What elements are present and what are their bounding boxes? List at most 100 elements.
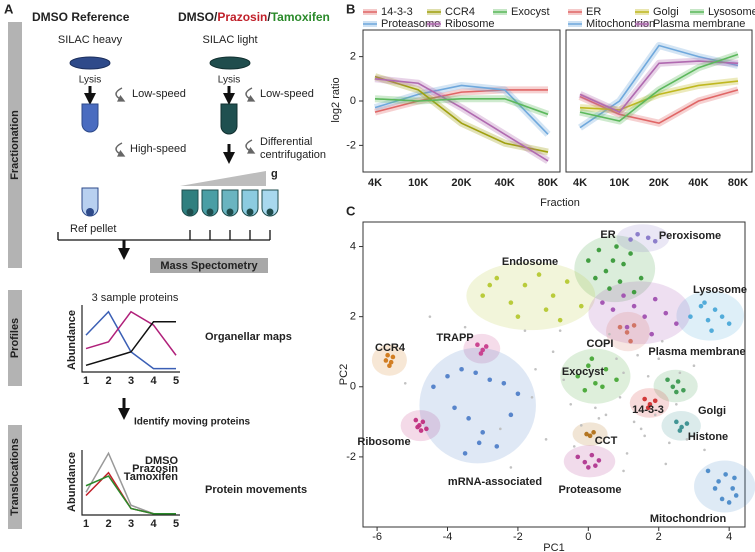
background-point [562,378,565,382]
series-line [374,89,548,113]
point [600,384,605,390]
point [452,405,457,411]
point [586,465,591,470]
background-point [534,367,537,371]
x-tick-label: 4 [150,518,157,530]
point [600,300,605,305]
x-tick-label: 10K [408,177,428,189]
legend-label: DMSO [145,455,178,467]
cluster-label: Peroxisome [659,230,721,242]
section-bar [8,22,22,268]
legend-label: 14-3-3 [381,6,413,18]
point [677,428,683,433]
title-part: Tamoxifen [271,10,330,24]
density-halo [419,347,536,464]
panel-label: A [4,1,14,16]
series-line [374,78,549,162]
background-point [653,413,657,417]
x-tick-label: 40K [688,177,708,189]
x-tick-label: 3 [128,518,134,530]
tube [241,189,259,217]
chart-title: 3 sample proteins [92,292,179,304]
point [674,389,679,395]
cluster-label: Exocyst [562,366,605,378]
dish [209,56,251,70]
point [716,479,721,484]
pellet [246,208,254,216]
point [586,258,591,263]
step-label: Protein movements [205,484,307,496]
density-halo [574,235,656,303]
point [487,377,493,383]
x-tick-label: 80K [538,177,558,189]
point [614,377,619,383]
point [730,486,735,491]
x-tick-label: 5 [173,518,179,530]
reference-title: DMSO Reference [32,10,130,24]
step-label: Identify moving proteins [134,417,251,428]
point [413,417,419,423]
x-axis-label: Fraction [540,197,580,209]
plot-frame [362,221,746,528]
series-line [374,75,549,153]
point [586,363,591,369]
legend-label: Prazosin [132,463,178,475]
section-bar [8,425,22,529]
point [445,373,450,379]
y-tick-label: 4 [350,240,356,252]
point [628,251,633,256]
x-tick-label: 20K [649,177,669,189]
title-part: Prazosin [217,10,267,24]
background-point [604,413,608,417]
spin-label: Differential [260,136,312,148]
series-line [85,321,176,367]
point [635,231,640,237]
x-tick-label: 3 [128,375,134,387]
point [674,419,679,425]
background-point [499,427,502,431]
x-tick-label: 2 [105,375,111,387]
point [578,303,584,309]
series-line [579,53,739,122]
point [483,344,489,349]
point [712,486,718,491]
background-point [463,325,467,329]
y-axis-label: Abundance [66,452,78,512]
cluster-label: 14-3-3 [632,404,664,416]
point [647,401,653,407]
background-point [646,374,650,378]
x-tick-label: -6 [372,531,382,543]
point [681,387,686,393]
point [501,380,507,386]
point [494,275,500,281]
point [624,330,630,335]
cluster-label: COPI [587,338,614,350]
point [631,303,637,309]
background-point [579,424,583,427]
point [575,454,581,460]
point [536,272,542,277]
point [617,324,623,330]
tube [81,187,99,217]
point [387,363,392,369]
background-point [509,466,513,469]
background-point [572,445,576,448]
background-point [569,402,573,406]
x-tick-label: 0 [585,531,591,543]
tube [221,189,239,217]
panel-label: B [346,1,355,16]
point [652,296,658,302]
point [628,338,633,344]
background-point [660,339,664,343]
point [642,396,647,402]
x-axis-label: PC1 [543,542,564,552]
x-tick-label: 4K [573,177,587,189]
point [480,347,486,353]
legend-label: Mitochondrion [586,18,655,30]
x-tick-label: 1 [83,518,89,530]
title-part: / [267,10,271,24]
background-point [618,395,622,399]
density-halo [616,224,670,253]
point [550,293,556,298]
